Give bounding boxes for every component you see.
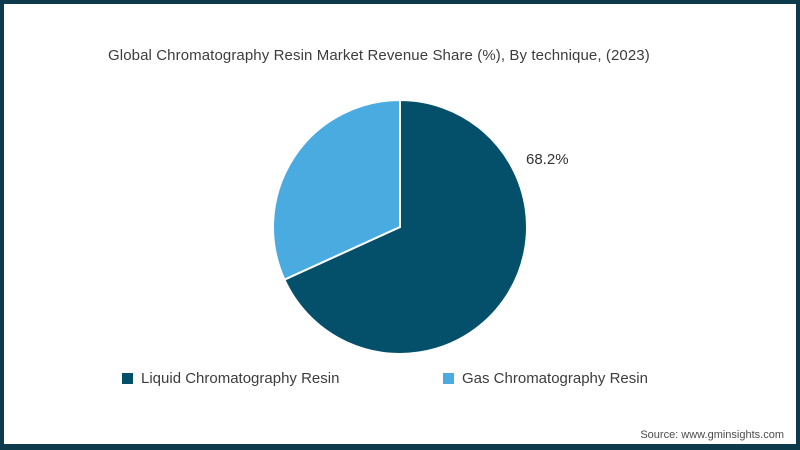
legend-swatch-gas xyxy=(443,373,454,384)
legend: Liquid Chromatography Resin Gas Chromato… xyxy=(4,370,796,394)
pie-slice xyxy=(283,98,528,355)
legend-label-gas: Gas Chromatography Resin xyxy=(462,370,648,387)
legend-item-liquid-chromatography-resin: Liquid Chromatography Resin xyxy=(122,370,339,387)
slice-value-label: 68.2% xyxy=(526,151,569,168)
pie-svg xyxy=(272,98,528,355)
chart-title: Global Chromatography Resin Market Reven… xyxy=(108,47,650,64)
legend-item-gas-chromatography-resin: Gas Chromatography Resin xyxy=(443,370,648,387)
source-attribution: Source: www.gminsights.com xyxy=(640,429,784,441)
pie-slice xyxy=(272,98,401,281)
pie-chart xyxy=(270,97,530,357)
legend-swatch-liquid xyxy=(122,373,133,384)
legend-label-liquid: Liquid Chromatography Resin xyxy=(141,370,340,387)
